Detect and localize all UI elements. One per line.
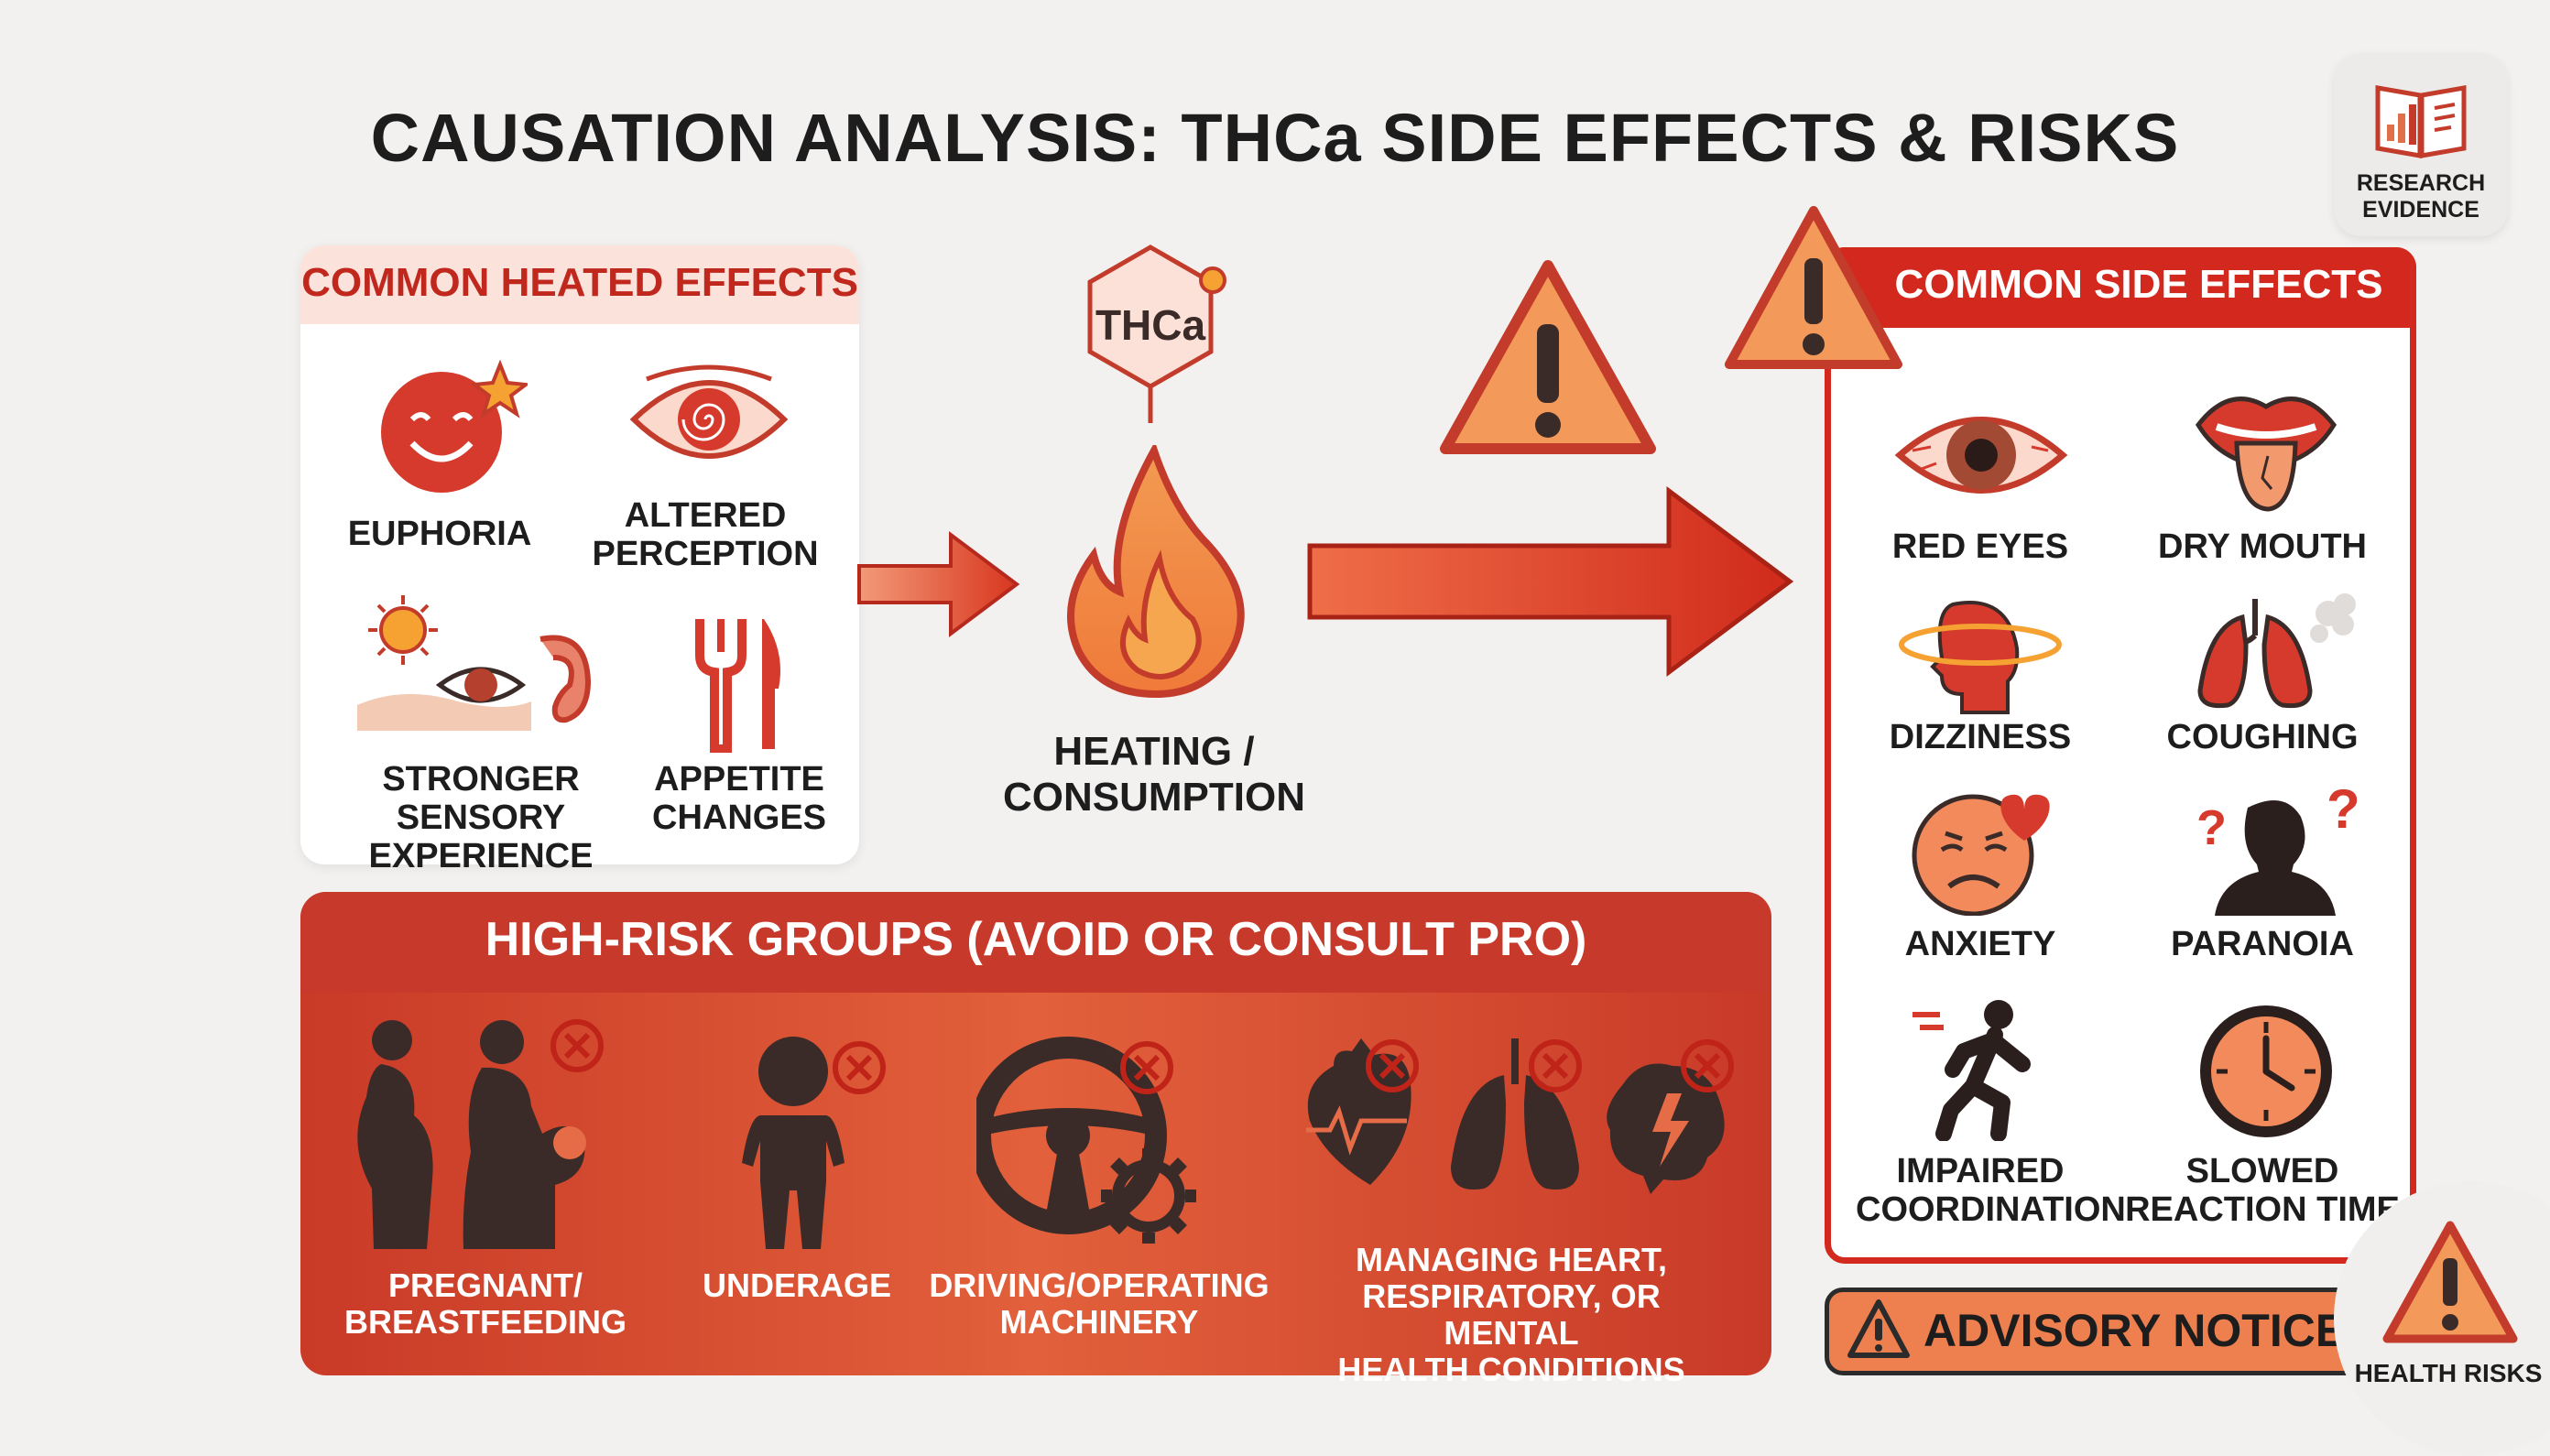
stumbling-person-icon <box>1912 1000 2031 1141</box>
coughing-label: COUGHING <box>2166 718 2359 756</box>
fork-knife-icon <box>695 619 780 753</box>
heated-effects-title: COMMON HEATED EFFECTS <box>301 260 858 305</box>
health-conditions-label: MANAGING HEART, RESPIRATORY, OR MENTAL H… <box>1337 1241 1685 1388</box>
heating-consumption-label: HEATING / CONSUMPTION <box>1003 729 1305 820</box>
driving-label: DRIVING/OPERATING MACHINERY <box>929 1266 1270 1341</box>
dizziness-label: DIZZINESS <box>1889 718 2072 756</box>
high-risk-header <box>300 892 1771 993</box>
advisory-notice-label: ADVISORY NOTICE <box>1923 1305 2347 1356</box>
altered-perception-label: ALTERED PERCEPTION <box>592 496 819 573</box>
svg-text:?: ? <box>2196 800 2227 855</box>
warning-triangle-icon <box>2382 1221 2518 1343</box>
heart-lungs-brain-icon <box>1306 1038 1734 1194</box>
impaired-coordination-label: IMPAIRED COORDINATION <box>1856 1152 2126 1229</box>
flame-icon <box>1067 445 1245 699</box>
red-eye-icon <box>1894 417 2068 494</box>
pregnant-mother-icon <box>357 1019 604 1249</box>
heated-effects-panel <box>300 245 859 864</box>
child-icon <box>742 1037 886 1249</box>
stronger-sensory-label: STRONGER SENSORY EXPERIENCE <box>368 760 594 875</box>
mouth-icon <box>2195 397 2338 512</box>
spiral-eye-icon <box>629 364 789 459</box>
slowed-reaction-label: SLOWED REACTION TIME <box>2125 1152 2400 1229</box>
svg-text:?: ? <box>2327 780 2360 840</box>
paranoia-label: PARANOIA <box>2171 925 2354 963</box>
clock-icon <box>2200 1005 2332 1137</box>
thca-molecule-icon <box>1087 244 1226 423</box>
red-eyes-label: RED EYES <box>1891 527 2069 566</box>
high-risk-title: HIGH-RISK GROUPS (AVOID OR CONSULT PRO) <box>485 913 1587 966</box>
dizzy-head-icon <box>1899 601 2062 714</box>
underage-label: UNDERAGE <box>702 1266 891 1304</box>
anxious-face-icon <box>1912 794 2050 916</box>
paranoid-person-icon: ? ? <box>2196 780 2360 916</box>
smiley-star-icon <box>381 359 528 493</box>
sun-eye-ear-icon <box>357 595 592 731</box>
anxiety-label: ANXIETY <box>1904 925 2056 963</box>
advisory-notice-banner <box>1825 1288 2374 1375</box>
arrow-right-large-icon <box>1307 486 1794 677</box>
dry-mouth-label: DRY MOUTH <box>2158 527 2367 566</box>
euphoria-label: EUPHORIA <box>347 515 532 553</box>
arrow-right-small-icon <box>857 531 1020 637</box>
health-risks-label: HEALTH RISKS <box>2354 1359 2543 1387</box>
side-effects-header <box>1825 247 2416 328</box>
thca-label: THCa <box>1095 301 1206 349</box>
pregnant-label: PREGNANT/ BREASTFEEDING <box>343 1266 627 1341</box>
side-effects-title: COMMON SIDE EFFECTS <box>1894 262 2383 307</box>
lungs-smoke-icon <box>2197 593 2356 709</box>
warning-small-icon <box>1847 1299 1910 1358</box>
research-evidence-label: RESEARCH EVIDENCE <box>2356 170 2486 223</box>
page-title: CAUSATION ANALYSIS: THCa SIDE EFFECTS & … <box>370 100 2180 176</box>
appetite-changes-label: APPETITE CHANGES <box>652 760 827 837</box>
steering-wheel-gear-icon <box>976 1037 1196 1244</box>
heated-effects-header <box>300 245 859 324</box>
warning-triangle-icon <box>1440 260 1656 454</box>
warning-triangle-icon <box>1725 206 1902 369</box>
book-chart-icon <box>2375 85 2467 158</box>
